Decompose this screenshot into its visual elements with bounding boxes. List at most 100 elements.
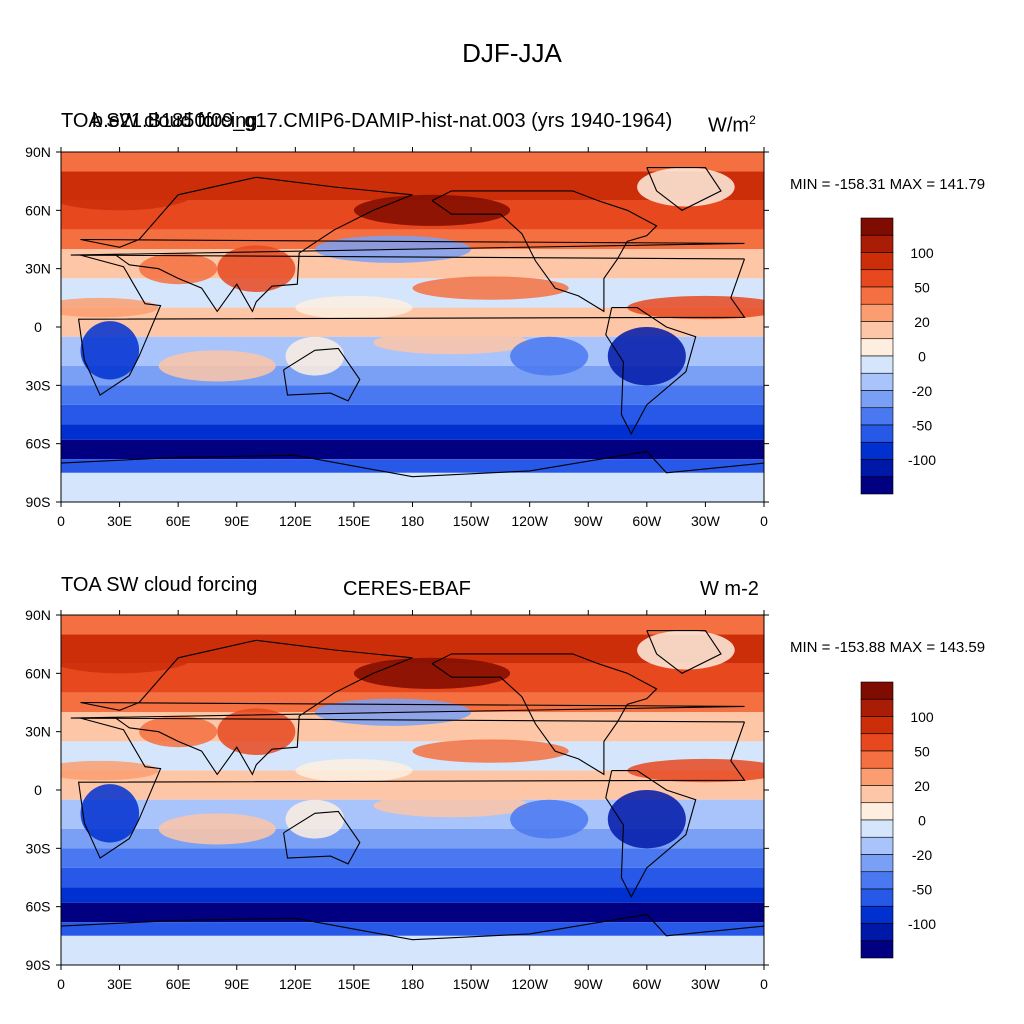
lat-label: 90S bbox=[26, 494, 51, 510]
lon-label: 150W bbox=[453, 976, 490, 992]
lat-label: 90N bbox=[25, 144, 51, 160]
colorbar-label: -20 bbox=[912, 847, 932, 863]
coastline bbox=[605, 307, 697, 436]
colorbar-box bbox=[860, 424, 894, 443]
coastline bbox=[431, 653, 658, 776]
colorbar-box bbox=[860, 871, 894, 890]
panel2-left-string: TOA SW cloud forcing bbox=[61, 574, 258, 596]
field-region bbox=[61, 171, 198, 211]
colorbar-box bbox=[860, 234, 894, 253]
colorbar-box bbox=[860, 338, 894, 357]
lat-band bbox=[61, 848, 764, 868]
colorbar-box bbox=[860, 905, 894, 924]
field-region bbox=[285, 336, 345, 376]
lat-label: 0 bbox=[34, 319, 42, 335]
colorbar-label: 20 bbox=[914, 314, 930, 330]
lon-label: 90E bbox=[224, 513, 249, 529]
panel1-minmax: MIN = -158.31 MAX = 141.79 bbox=[790, 176, 985, 193]
panel2-center-string: CERES-EBAF bbox=[343, 578, 471, 600]
coastline bbox=[70, 639, 745, 776]
colorbar-box bbox=[860, 217, 894, 236]
panel2-units: W m-2 bbox=[700, 578, 759, 600]
colorbar-box bbox=[860, 441, 894, 460]
field-region bbox=[412, 276, 569, 300]
field-region bbox=[353, 194, 511, 226]
lon-label: 150E bbox=[338, 976, 371, 992]
colorbar-box bbox=[860, 802, 894, 821]
field-region bbox=[158, 350, 276, 382]
colorbar-box bbox=[860, 767, 894, 786]
colorbar-label: -50 bbox=[912, 882, 932, 898]
lat-band bbox=[61, 887, 764, 903]
colorbar-label: -100 bbox=[908, 452, 936, 468]
lat-band bbox=[61, 867, 764, 888]
colorbar-box bbox=[860, 390, 894, 409]
lon-label: 150E bbox=[338, 513, 371, 529]
colorbar-label: 100 bbox=[910, 709, 934, 725]
colorbar-box bbox=[860, 750, 894, 769]
lon-label: 30W bbox=[691, 513, 721, 529]
field-region bbox=[61, 297, 159, 318]
coastline bbox=[605, 770, 697, 899]
lat-label: 60S bbox=[26, 899, 51, 915]
field-region bbox=[139, 716, 218, 748]
colorbar-box bbox=[860, 252, 894, 271]
colorbar-box bbox=[860, 476, 894, 495]
lat-band bbox=[61, 152, 764, 172]
field-region bbox=[61, 760, 159, 781]
figure-title: DJF-JJA bbox=[462, 38, 562, 68]
lat-band bbox=[61, 439, 764, 460]
lon-label: 120W bbox=[511, 513, 548, 529]
lat-band bbox=[61, 385, 764, 405]
coastline bbox=[77, 717, 746, 859]
panel2-minmax: MIN = -153.88 MAX = 143.59 bbox=[790, 639, 985, 656]
coastline bbox=[431, 190, 658, 313]
lon-label: 0 bbox=[57, 976, 65, 992]
panel1-units-text: W/m bbox=[708, 114, 750, 137]
field-region bbox=[627, 295, 764, 320]
map-panel-1 bbox=[61, 152, 764, 502]
field-region bbox=[295, 758, 413, 783]
colorbar-box bbox=[860, 355, 894, 374]
lat-band bbox=[61, 459, 764, 473]
colorbar-box bbox=[860, 716, 894, 735]
lat-label: 90S bbox=[26, 957, 51, 973]
lon-label: 180 bbox=[401, 976, 425, 992]
field-region bbox=[139, 253, 218, 285]
lat-label: 30S bbox=[26, 377, 51, 393]
lon-label: 90E bbox=[224, 976, 249, 992]
colorbar-label: 50 bbox=[914, 744, 930, 760]
colorbar-box bbox=[860, 286, 894, 305]
lat-band bbox=[61, 935, 764, 965]
colorbar-box bbox=[860, 733, 894, 752]
field-region bbox=[217, 708, 296, 756]
coastline bbox=[77, 254, 746, 396]
colorbar-box bbox=[860, 681, 894, 700]
colorbar-label: -50 bbox=[912, 418, 932, 434]
coastline bbox=[283, 347, 361, 402]
lat-label: 30N bbox=[25, 261, 51, 277]
field-region bbox=[353, 657, 511, 689]
panel1-units: W/m2 bbox=[708, 113, 756, 138]
field-region bbox=[607, 790, 686, 849]
field-region bbox=[637, 630, 735, 670]
field-region bbox=[80, 784, 140, 843]
field-region bbox=[510, 799, 589, 839]
field-region bbox=[373, 793, 530, 818]
colorbar-box bbox=[860, 819, 894, 838]
panel1-max: MAX = 141.79 bbox=[889, 176, 986, 193]
coastline bbox=[283, 810, 361, 865]
lon-label: 60W bbox=[632, 513, 662, 529]
colorbar-label: 100 bbox=[910, 245, 934, 261]
lon-label: 60E bbox=[166, 976, 191, 992]
lon-label: 30W bbox=[691, 976, 721, 992]
lat-label: 30N bbox=[25, 724, 51, 740]
colorbar-label: 20 bbox=[914, 778, 930, 794]
lat-label: 60N bbox=[25, 202, 51, 218]
lon-label: 60E bbox=[166, 513, 191, 529]
colorbar-box bbox=[860, 940, 894, 959]
lon-label: 120E bbox=[279, 513, 312, 529]
coastline bbox=[70, 176, 745, 313]
colorbar-box bbox=[860, 407, 894, 426]
